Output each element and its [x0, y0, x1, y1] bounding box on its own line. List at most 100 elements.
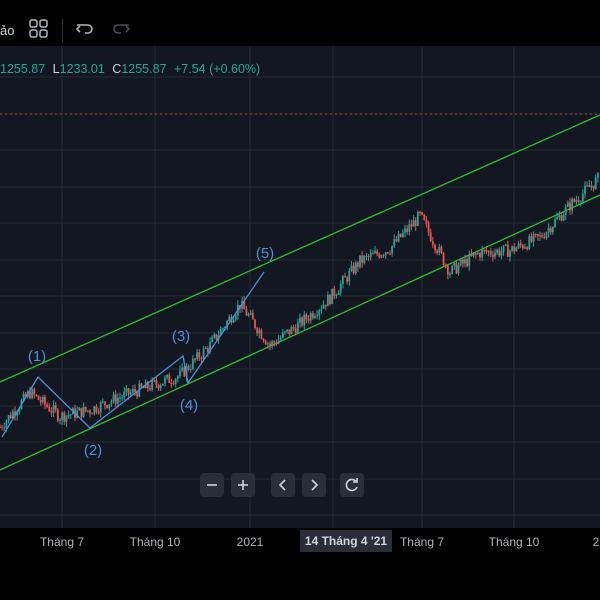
candle-body [258, 330, 261, 334]
zoom-in-button[interactable] [231, 473, 255, 497]
candle-body [56, 409, 59, 421]
candle-body [502, 245, 505, 252]
candle-body [266, 343, 269, 345]
candle-body [466, 258, 469, 267]
candle-body [429, 232, 432, 242]
candle-body [494, 252, 496, 257]
time-tick: Tháng 7 [39, 535, 85, 549]
time-axis[interactable]: Tháng 7 Tháng 10 2021 Tháng 7 Tháng 10 2… [0, 528, 600, 600]
candle-body [164, 377, 166, 384]
candle-body [549, 228, 552, 233]
candle-body [303, 314, 306, 326]
candle-body [556, 217, 559, 220]
candle-body [99, 402, 102, 413]
scroll-left-button[interactable] [271, 473, 295, 497]
candle-body [69, 414, 72, 416]
candle-body [425, 220, 428, 224]
candle-body [219, 329, 222, 336]
undo-icon[interactable] [72, 16, 98, 42]
candle-body [89, 410, 91, 414]
candle-body [361, 255, 364, 263]
candlestick-series [0, 172, 599, 432]
candle-body [444, 264, 447, 266]
candle-body [311, 313, 314, 318]
candle-body [350, 265, 353, 271]
candle-body [337, 292, 340, 295]
candle-body [187, 366, 190, 370]
candle-body [569, 202, 571, 211]
candle-body [483, 249, 486, 251]
candle-body [35, 394, 38, 396]
zoom-out-button[interactable] [200, 473, 224, 497]
crosshair-time-label: 14 Tháng 4 '21 [300, 530, 392, 552]
candle-body [213, 334, 216, 338]
candle-body [41, 396, 44, 403]
redo-icon[interactable] [108, 16, 134, 42]
candle-body [487, 251, 490, 253]
candle-body [571, 199, 574, 211]
chevron-left-icon [278, 479, 286, 491]
candle-body [333, 288, 336, 297]
candle-body [384, 252, 387, 256]
candle-body [481, 249, 484, 258]
candle-body [393, 239, 396, 246]
candle-body [365, 255, 368, 257]
candle-body [573, 199, 576, 202]
candle-body [526, 247, 529, 250]
candle-body [318, 310, 321, 316]
candle-body [331, 288, 334, 305]
reset-chart-button[interactable] [340, 473, 364, 497]
candle-body [134, 389, 136, 393]
candle-body [545, 232, 548, 239]
candle-body [461, 259, 464, 264]
candle-body [249, 313, 252, 315]
candle-body [341, 276, 344, 284]
candle-body [44, 396, 46, 405]
candle-body [296, 322, 299, 334]
channel-lower-line [0, 194, 600, 471]
candle-body [419, 212, 421, 214]
candle-body [517, 243, 520, 248]
time-tick: Tháng 7 [399, 535, 445, 549]
candle-body [455, 263, 458, 274]
candle-body [181, 367, 184, 371]
candle-body [93, 406, 96, 414]
candle-body [39, 400, 42, 403]
toolbar-separator [62, 19, 63, 43]
scroll-right-button[interactable] [302, 473, 326, 497]
candle-body [63, 412, 66, 422]
candle-body [348, 270, 351, 282]
price-chart[interactable]: (1) (2) (3) (4) (5) [0, 46, 600, 528]
candle-body [412, 220, 415, 227]
candle-body [369, 253, 372, 257]
candle-body [37, 395, 40, 401]
wave-label-2: (2) [84, 442, 102, 459]
candle-body [271, 341, 274, 346]
candle-body [344, 276, 346, 278]
candle-body [554, 219, 556, 227]
candle-body [305, 314, 308, 320]
candle-body [119, 397, 121, 399]
grid-icon[interactable] [26, 16, 52, 42]
candle-body [320, 308, 323, 311]
candle-body [97, 412, 100, 414]
candle-body [14, 411, 16, 416]
candle-body [457, 265, 460, 274]
candle-body [125, 388, 128, 392]
candle-body [356, 262, 359, 268]
candle-body [371, 253, 374, 255]
time-tick: 2021 [236, 535, 264, 549]
candle-body [427, 223, 430, 233]
candle-body [564, 206, 567, 216]
candle-body [592, 185, 595, 189]
candle-body [277, 339, 280, 344]
ohlc-legend: 1255.87 L1233.01 C1255.87 +7.54 (+0.60%) [0, 62, 260, 76]
candle-body [161, 383, 164, 386]
candle-body [401, 232, 404, 237]
candle-body [251, 313, 254, 320]
candle-body [290, 326, 293, 335]
candle-body [294, 328, 297, 334]
candle-body [78, 407, 81, 411]
candle-body [65, 415, 68, 422]
candle-body [286, 329, 289, 332]
